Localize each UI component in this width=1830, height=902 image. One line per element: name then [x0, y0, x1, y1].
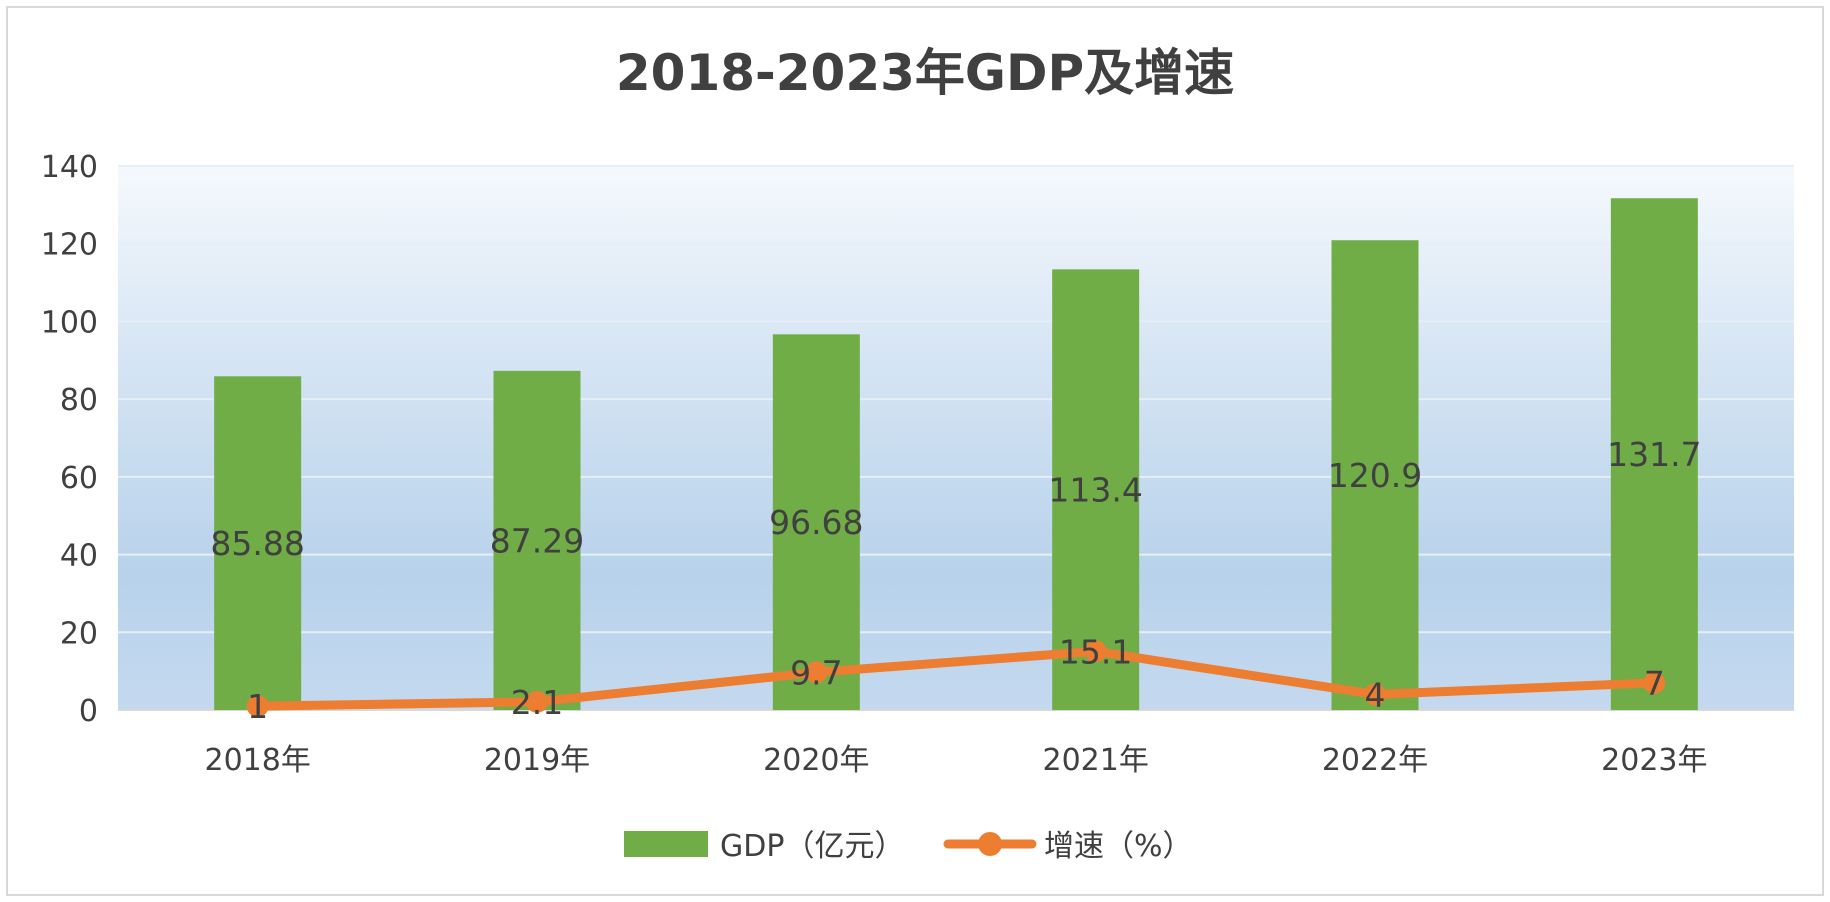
y-tick-label: 140 [41, 150, 98, 185]
growth-value-label: 2.1 [511, 683, 563, 722]
legend-label-growth: 增速（%） [1044, 829, 1193, 864]
gdp-value-label: 120.9 [1328, 456, 1422, 495]
growth-point [1084, 640, 1107, 663]
growth-point [526, 690, 548, 713]
gdp-value-label: 85.88 [210, 524, 304, 563]
gdp-bar [214, 376, 302, 710]
x-tick-label: 2018年 [204, 743, 310, 778]
growth-value-label: 4 [1365, 675, 1386, 714]
x-axis: 2018年 2019年 2020年 2021年 2022年 2023年 [204, 743, 1707, 778]
legend: GDP（亿元） 增速（%） [624, 829, 1193, 864]
growth-point [1364, 683, 1386, 706]
growth-point [1643, 671, 1666, 694]
y-tick-label: 60 [60, 461, 98, 496]
x-tick-label: 2020年 [763, 743, 869, 778]
growth-point [246, 695, 269, 718]
y-tick-label: 120 [41, 228, 98, 263]
y-tick-label: 100 [41, 305, 98, 340]
x-tick-label: 2023年 [1601, 743, 1707, 778]
gdp-bar [1052, 269, 1140, 710]
x-tick-label: 2019年 [484, 743, 590, 778]
legend-swatch-gdp [624, 831, 708, 857]
gdp-value-label: 96.68 [769, 503, 863, 542]
gdp-bar [772, 334, 860, 710]
y-tick-label: 80 [60, 383, 98, 418]
gridlines [118, 165, 1794, 711]
plot-area [118, 166, 1794, 710]
gdp-value-label: 87.29 [490, 521, 584, 560]
growth-value-label: 1 [247, 687, 268, 726]
y-axis: 0 20 40 60 80 100 120 140 [41, 150, 98, 729]
gdp-bar [493, 370, 581, 710]
data-labels: 85.88 87.29 96.68 113.4 120.9 131.7 1 2.1 9.7 15.… [210, 435, 1701, 726]
growth-value-label: 9.7 [790, 653, 842, 692]
chart-title: 2018-2023年GDP及增速 [616, 44, 1234, 102]
x-tick-label: 2021年 [1042, 743, 1148, 778]
x-tick-label: 2022年 [1322, 743, 1428, 778]
y-tick-label: 0 [79, 694, 98, 729]
growth-value-label: 7 [1644, 664, 1665, 703]
gdp-value-label: 113.4 [1048, 471, 1142, 510]
line-series [246, 640, 1666, 718]
gdp-bar [1610, 198, 1698, 710]
legend-label-gdp: GDP（亿元） [720, 829, 904, 864]
growth-value-label: 15.1 [1059, 632, 1132, 671]
gdp-bar [1331, 240, 1419, 710]
legend-swatch-growth-marker [978, 832, 1002, 856]
y-tick-label: 40 [60, 539, 98, 574]
bar-series [214, 198, 1698, 710]
growth-point [805, 661, 828, 684]
y-tick-label: 20 [60, 616, 98, 651]
growth-line [253, 646, 1659, 711]
gdp-value-label: 131.7 [1607, 435, 1701, 474]
